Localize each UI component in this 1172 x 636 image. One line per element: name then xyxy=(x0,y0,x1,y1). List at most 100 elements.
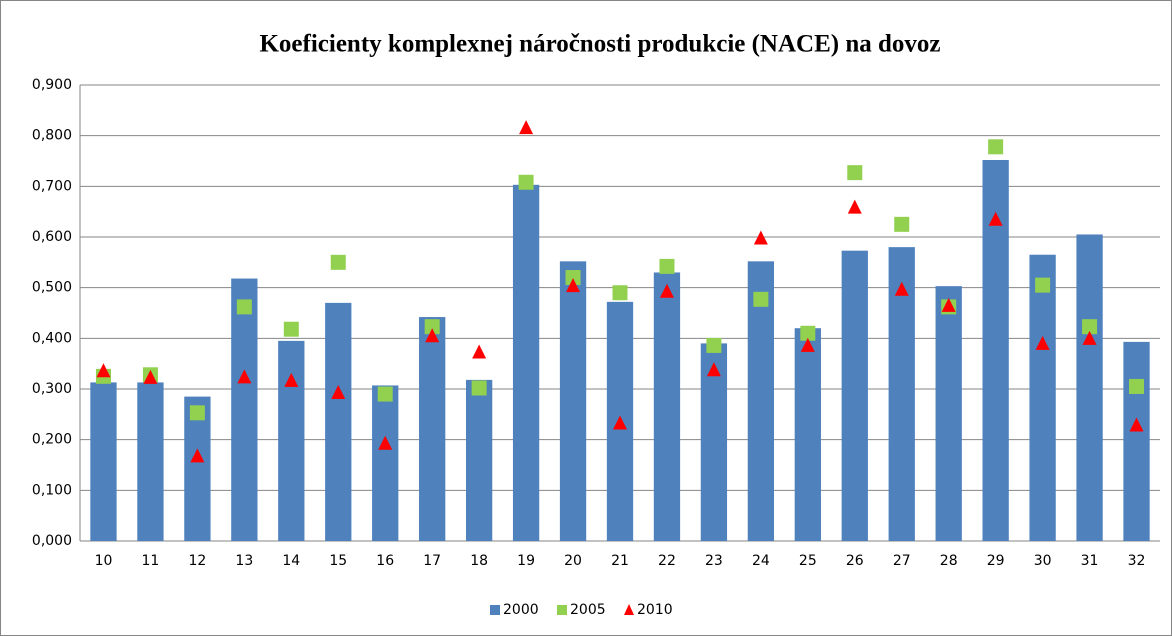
triangle-marker xyxy=(425,328,440,343)
square-marker xyxy=(236,299,252,315)
x-tick-label: 15 xyxy=(329,553,347,569)
y-tick-label: 0,900 xyxy=(32,77,72,93)
x-tick-label: 25 xyxy=(799,553,817,569)
x-tick-label: 16 xyxy=(376,553,394,569)
bar xyxy=(888,247,915,541)
square-marker xyxy=(659,258,675,274)
x-tick-label: 29 xyxy=(987,553,1005,569)
square-marker xyxy=(1129,378,1145,394)
x-tick-label: 18 xyxy=(470,553,488,569)
legend-label: 2005 xyxy=(570,602,606,618)
square-marker xyxy=(424,319,440,335)
triangle-marker xyxy=(753,230,768,245)
y-tick-label: 0,000 xyxy=(32,533,72,549)
y-tick-label: 0,600 xyxy=(32,229,72,245)
legend-label: 2010 xyxy=(637,602,673,618)
x-tick-label: 12 xyxy=(188,553,206,569)
x-tick-label: 32 xyxy=(1128,553,1146,569)
bar xyxy=(841,250,868,541)
triangle-marker xyxy=(1082,330,1097,345)
triangle-marker xyxy=(96,363,111,378)
legend-swatch xyxy=(490,605,500,615)
x-tick-label: 31 xyxy=(1081,553,1099,569)
bar xyxy=(1076,234,1103,541)
square-marker xyxy=(847,165,863,181)
square-marker xyxy=(1035,277,1051,293)
triangle-marker xyxy=(566,278,581,293)
legend-swatch xyxy=(557,605,567,615)
bar xyxy=(372,385,399,541)
bar xyxy=(653,272,681,541)
chart-title: Koeficienty komplexnej náročnosti produk… xyxy=(259,31,940,58)
x-tick-label: 11 xyxy=(142,553,160,569)
x-tick-label: 28 xyxy=(940,553,958,569)
square-marker xyxy=(518,174,534,190)
x-tick-label: 20 xyxy=(564,553,582,569)
x-tick-label: 23 xyxy=(705,553,723,569)
bar xyxy=(184,396,211,541)
bar xyxy=(559,261,587,541)
x-tick-label: 14 xyxy=(282,553,300,569)
legend-swatch xyxy=(624,604,634,615)
square-marker xyxy=(988,139,1004,155)
square-marker xyxy=(377,386,393,402)
y-tick-label: 0,100 xyxy=(32,482,72,498)
triangle-marker xyxy=(519,120,534,135)
y-tick-label: 0,200 xyxy=(32,432,72,448)
y-tick-label: 0,400 xyxy=(32,330,72,346)
triangle-marker xyxy=(941,297,956,312)
square-marker xyxy=(894,216,910,232)
triangle-marker xyxy=(1035,335,1050,350)
square-marker xyxy=(1082,319,1098,335)
bar xyxy=(935,286,962,541)
bar xyxy=(700,343,728,541)
y-tick-label: 0,500 xyxy=(32,280,72,296)
x-tick-label: 22 xyxy=(658,553,676,569)
triangle-marker xyxy=(800,337,815,352)
bar xyxy=(90,382,117,541)
triangle-marker xyxy=(237,369,252,384)
x-tick-label: 10 xyxy=(95,553,113,569)
bar xyxy=(325,302,352,541)
square-marker xyxy=(471,380,487,396)
bar xyxy=(419,317,446,541)
bar xyxy=(137,382,164,541)
triangle-marker xyxy=(613,415,627,430)
square-marker xyxy=(800,325,816,341)
triangle-marker xyxy=(847,199,862,214)
x-tick-label: 17 xyxy=(423,553,441,569)
triangle-marker xyxy=(190,448,205,463)
y-tick-label: 0,300 xyxy=(32,381,72,397)
bar xyxy=(794,328,821,541)
x-tick-label: 24 xyxy=(752,553,770,569)
square-marker xyxy=(753,291,769,307)
bar xyxy=(1029,254,1056,541)
triangle-marker xyxy=(143,369,158,384)
triangle-marker xyxy=(659,283,674,298)
bar xyxy=(512,184,540,541)
triangle-marker xyxy=(284,372,299,387)
bar xyxy=(1123,341,1150,541)
bar xyxy=(278,340,305,541)
x-tick-label: 30 xyxy=(1034,553,1052,569)
bar xyxy=(231,278,258,541)
square-marker xyxy=(189,405,205,421)
triangle-marker xyxy=(472,344,487,359)
legend-label: 2000 xyxy=(503,602,539,618)
y-tick-label: 0,700 xyxy=(32,178,72,194)
square-marker xyxy=(706,337,722,353)
x-tick-label: 21 xyxy=(611,553,629,569)
bar xyxy=(747,261,775,541)
triangle-marker xyxy=(988,211,1003,226)
x-tick-label: 26 xyxy=(846,553,864,569)
triangle-marker xyxy=(706,362,721,377)
square-marker xyxy=(612,285,628,301)
square-marker xyxy=(565,270,581,286)
square-marker xyxy=(330,254,346,270)
triangle-marker xyxy=(331,385,346,400)
y-tick-label: 0,800 xyxy=(32,128,72,144)
triangle-marker xyxy=(894,281,909,296)
bar xyxy=(465,379,493,541)
square-marker xyxy=(283,321,299,337)
